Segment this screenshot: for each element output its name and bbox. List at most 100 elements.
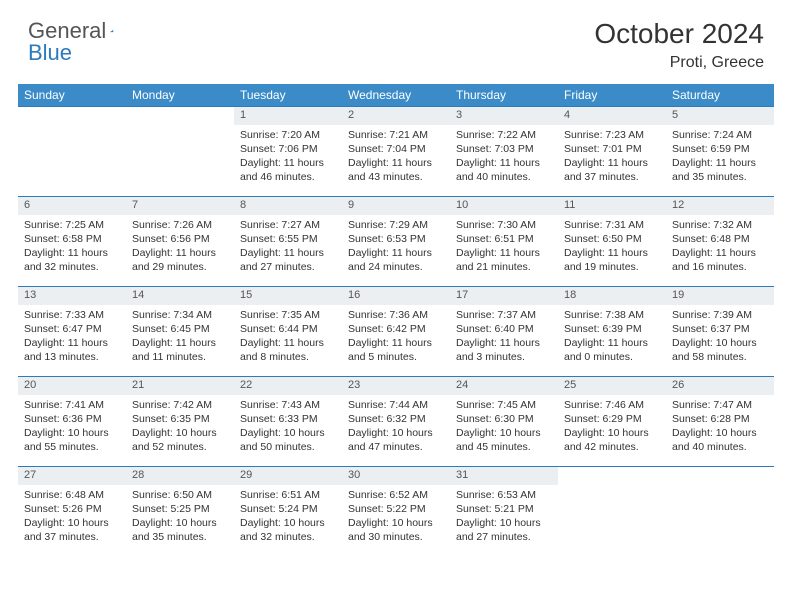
day-number-row: 13141516171819 bbox=[18, 287, 774, 305]
sunset-line: Sunset: 7:03 PM bbox=[456, 142, 552, 156]
sunrise-line: Sunrise: 7:26 AM bbox=[132, 218, 228, 232]
day-number-cell: 15 bbox=[234, 287, 342, 305]
day-number-cell: 30 bbox=[342, 467, 450, 485]
day-number-cell bbox=[666, 467, 774, 485]
day-number-cell: 21 bbox=[126, 377, 234, 395]
day-content-cell bbox=[18, 125, 126, 197]
day-content-cell: Sunrise: 7:32 AMSunset: 6:48 PMDaylight:… bbox=[666, 215, 774, 287]
daylight-line: Daylight: 11 hours and 8 minutes. bbox=[240, 336, 336, 364]
sunrise-line: Sunrise: 7:29 AM bbox=[348, 218, 444, 232]
day-number-cell: 18 bbox=[558, 287, 666, 305]
daylight-line: Daylight: 10 hours and 45 minutes. bbox=[456, 426, 552, 454]
day-number-cell: 24 bbox=[450, 377, 558, 395]
day-content-cell: Sunrise: 7:38 AMSunset: 6:39 PMDaylight:… bbox=[558, 305, 666, 377]
sunrise-line: Sunrise: 7:47 AM bbox=[672, 398, 768, 412]
sunset-line: Sunset: 6:36 PM bbox=[24, 412, 120, 426]
logo-text-blue: Blue bbox=[28, 40, 72, 65]
sunset-line: Sunset: 6:47 PM bbox=[24, 322, 120, 336]
day-content-cell: Sunrise: 7:36 AMSunset: 6:42 PMDaylight:… bbox=[342, 305, 450, 377]
daylight-line: Daylight: 10 hours and 35 minutes. bbox=[132, 516, 228, 544]
header: General October 2024 Proti, Greece bbox=[0, 0, 792, 78]
day-number-cell: 25 bbox=[558, 377, 666, 395]
day-number-cell: 22 bbox=[234, 377, 342, 395]
sunset-line: Sunset: 6:58 PM bbox=[24, 232, 120, 246]
sunrise-line: Sunrise: 6:52 AM bbox=[348, 488, 444, 502]
logo-triangle-icon bbox=[110, 24, 113, 38]
location: Proti, Greece bbox=[594, 54, 764, 72]
weekday-header: Monday bbox=[126, 84, 234, 107]
sunrise-line: Sunrise: 6:50 AM bbox=[132, 488, 228, 502]
daylight-line: Daylight: 11 hours and 3 minutes. bbox=[456, 336, 552, 364]
month-title: October 2024 bbox=[594, 18, 764, 50]
daylight-line: Daylight: 11 hours and 37 minutes. bbox=[564, 156, 660, 184]
day-number-cell: 20 bbox=[18, 377, 126, 395]
sunset-line: Sunset: 5:25 PM bbox=[132, 502, 228, 516]
sunset-line: Sunset: 6:45 PM bbox=[132, 322, 228, 336]
daylight-line: Daylight: 10 hours and 42 minutes. bbox=[564, 426, 660, 454]
weekday-header: Sunday bbox=[18, 84, 126, 107]
day-number-cell bbox=[558, 467, 666, 485]
day-content-cell: Sunrise: 7:33 AMSunset: 6:47 PMDaylight:… bbox=[18, 305, 126, 377]
day-content-cell: Sunrise: 6:48 AMSunset: 5:26 PMDaylight:… bbox=[18, 485, 126, 557]
sunset-line: Sunset: 6:56 PM bbox=[132, 232, 228, 246]
sunset-line: Sunset: 6:48 PM bbox=[672, 232, 768, 246]
day-content-cell: Sunrise: 6:53 AMSunset: 5:21 PMDaylight:… bbox=[450, 485, 558, 557]
sunset-line: Sunset: 6:28 PM bbox=[672, 412, 768, 426]
sunrise-line: Sunrise: 6:48 AM bbox=[24, 488, 120, 502]
sunrise-line: Sunrise: 7:44 AM bbox=[348, 398, 444, 412]
daylight-line: Daylight: 11 hours and 5 minutes. bbox=[348, 336, 444, 364]
sunrise-line: Sunrise: 7:20 AM bbox=[240, 128, 336, 142]
day-number-cell: 27 bbox=[18, 467, 126, 485]
daylight-line: Daylight: 11 hours and 35 minutes. bbox=[672, 156, 768, 184]
sunset-line: Sunset: 6:59 PM bbox=[672, 142, 768, 156]
daylight-line: Daylight: 10 hours and 30 minutes. bbox=[348, 516, 444, 544]
daylight-line: Daylight: 11 hours and 40 minutes. bbox=[456, 156, 552, 184]
day-number-cell bbox=[126, 107, 234, 125]
weekday-header: Saturday bbox=[666, 84, 774, 107]
sunrise-line: Sunrise: 7:35 AM bbox=[240, 308, 336, 322]
day-content-cell bbox=[558, 485, 666, 557]
sunset-line: Sunset: 6:42 PM bbox=[348, 322, 444, 336]
day-content-row: Sunrise: 7:41 AMSunset: 6:36 PMDaylight:… bbox=[18, 395, 774, 467]
daylight-line: Daylight: 10 hours and 58 minutes. bbox=[672, 336, 768, 364]
day-content-cell: Sunrise: 7:44 AMSunset: 6:32 PMDaylight:… bbox=[342, 395, 450, 467]
sunrise-line: Sunrise: 7:23 AM bbox=[564, 128, 660, 142]
day-content-cell: Sunrise: 7:25 AMSunset: 6:58 PMDaylight:… bbox=[18, 215, 126, 287]
sunrise-line: Sunrise: 7:24 AM bbox=[672, 128, 768, 142]
day-content-cell: Sunrise: 7:42 AMSunset: 6:35 PMDaylight:… bbox=[126, 395, 234, 467]
day-number-cell: 17 bbox=[450, 287, 558, 305]
day-number-cell: 7 bbox=[126, 197, 234, 215]
sunset-line: Sunset: 6:55 PM bbox=[240, 232, 336, 246]
sunset-line: Sunset: 5:21 PM bbox=[456, 502, 552, 516]
daylight-line: Daylight: 11 hours and 46 minutes. bbox=[240, 156, 336, 184]
weekday-header-row: SundayMondayTuesdayWednesdayThursdayFrid… bbox=[18, 84, 774, 107]
weekday-header: Thursday bbox=[450, 84, 558, 107]
sunset-line: Sunset: 6:35 PM bbox=[132, 412, 228, 426]
sunset-line: Sunset: 5:24 PM bbox=[240, 502, 336, 516]
daylight-line: Daylight: 11 hours and 43 minutes. bbox=[348, 156, 444, 184]
calendar-table: SundayMondayTuesdayWednesdayThursdayFrid… bbox=[18, 84, 774, 557]
daylight-line: Daylight: 10 hours and 32 minutes. bbox=[240, 516, 336, 544]
sunrise-line: Sunrise: 7:33 AM bbox=[24, 308, 120, 322]
day-content-cell: Sunrise: 7:34 AMSunset: 6:45 PMDaylight:… bbox=[126, 305, 234, 377]
day-number-cell: 14 bbox=[126, 287, 234, 305]
day-content-cell: Sunrise: 7:29 AMSunset: 6:53 PMDaylight:… bbox=[342, 215, 450, 287]
daylight-line: Daylight: 10 hours and 52 minutes. bbox=[132, 426, 228, 454]
day-content-cell: Sunrise: 7:31 AMSunset: 6:50 PMDaylight:… bbox=[558, 215, 666, 287]
day-content-cell: Sunrise: 7:22 AMSunset: 7:03 PMDaylight:… bbox=[450, 125, 558, 197]
sunset-line: Sunset: 6:53 PM bbox=[348, 232, 444, 246]
sunset-line: Sunset: 7:01 PM bbox=[564, 142, 660, 156]
sunrise-line: Sunrise: 7:31 AM bbox=[564, 218, 660, 232]
sunset-line: Sunset: 7:06 PM bbox=[240, 142, 336, 156]
sunrise-line: Sunrise: 6:53 AM bbox=[456, 488, 552, 502]
daylight-line: Daylight: 11 hours and 21 minutes. bbox=[456, 246, 552, 274]
sunrise-line: Sunrise: 7:43 AM bbox=[240, 398, 336, 412]
day-number-row: 6789101112 bbox=[18, 197, 774, 215]
sunrise-line: Sunrise: 7:22 AM bbox=[456, 128, 552, 142]
day-number-cell: 8 bbox=[234, 197, 342, 215]
day-number-cell: 9 bbox=[342, 197, 450, 215]
sunset-line: Sunset: 6:33 PM bbox=[240, 412, 336, 426]
day-number-cell: 26 bbox=[666, 377, 774, 395]
day-content-cell: Sunrise: 7:21 AMSunset: 7:04 PMDaylight:… bbox=[342, 125, 450, 197]
day-content-cell: Sunrise: 7:39 AMSunset: 6:37 PMDaylight:… bbox=[666, 305, 774, 377]
